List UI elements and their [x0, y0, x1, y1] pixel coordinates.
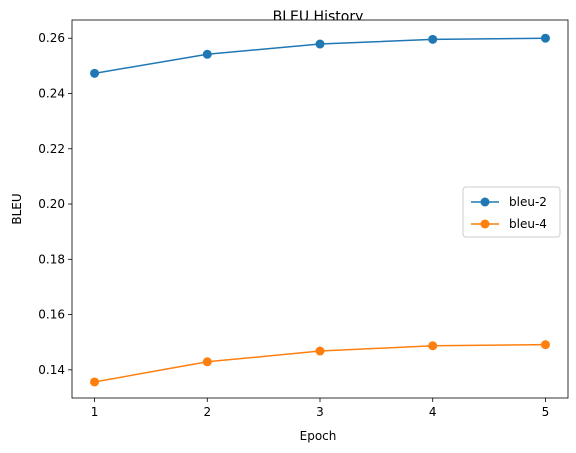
- x-tick-label: 4: [429, 405, 437, 419]
- data-point-bleu-2-1: [90, 68, 100, 78]
- y-tick-label: 0.18: [38, 252, 65, 266]
- legend: bleu-2 bleu-4: [462, 186, 561, 238]
- legend-label-bleu-2: bleu-2: [509, 195, 547, 209]
- legend-label-bleu-4: bleu-4: [509, 217, 547, 231]
- data-point-bleu-2-5: [540, 33, 550, 43]
- series-layer: [90, 33, 550, 387]
- data-point-bleu-4-1: [90, 377, 100, 387]
- y-axis-label: BLEU: [10, 193, 24, 224]
- y-tick-label: 0.26: [38, 31, 65, 45]
- data-point-bleu-4-2: [202, 357, 212, 367]
- data-point-bleu-4-4: [428, 341, 438, 351]
- data-point-bleu-4-5: [540, 340, 550, 350]
- legend-marker-bleu-4: [480, 219, 490, 229]
- y-tick-label: 0.16: [38, 308, 65, 322]
- x-tick-label: 1: [91, 405, 99, 419]
- x-tick-label: 5: [542, 405, 550, 419]
- data-point-bleu-4-3: [315, 346, 325, 356]
- axes-layer: 1 2 3 4 5 0.14 0.16 0.18 0.20 0.22 0.24 0.26: [38, 19, 569, 419]
- y-tick-label: 0.22: [38, 142, 65, 156]
- data-point-bleu-2-3: [315, 39, 325, 49]
- x-axis-label: Epoch: [300, 429, 337, 443]
- data-point-bleu-2-4: [428, 34, 438, 44]
- x-tick-label: 2: [203, 405, 211, 419]
- y-tick-label: 0.24: [38, 87, 65, 101]
- x-tick-label: 3: [316, 405, 324, 419]
- y-tick-label: 0.20: [38, 197, 65, 211]
- data-point-bleu-2-2: [202, 49, 212, 59]
- y-tick-label: 0.14: [38, 363, 65, 377]
- legend-marker-bleu-2: [480, 197, 490, 207]
